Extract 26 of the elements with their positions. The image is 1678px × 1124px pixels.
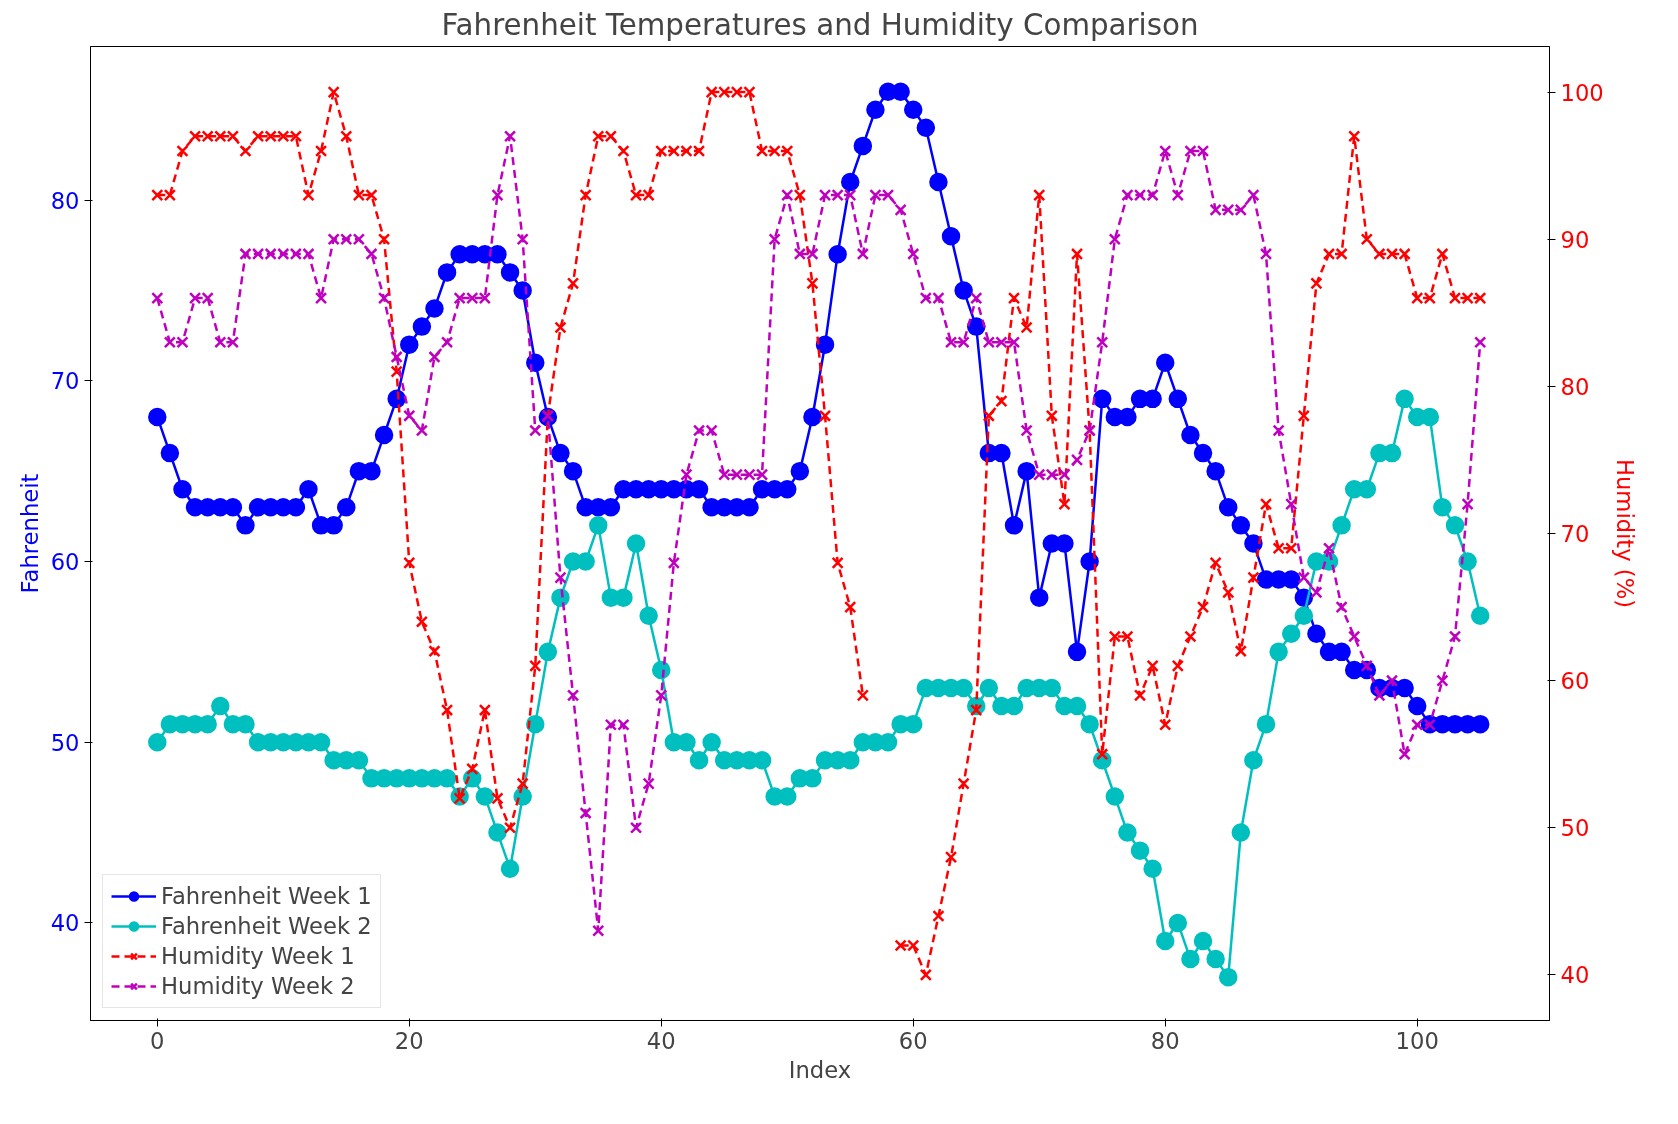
x-tick-label: 0 <box>150 1027 165 1054</box>
y-tick-label: 70 <box>50 368 80 395</box>
y2-tick-label: 40 <box>1560 962 1590 989</box>
y-axis-title: Fahrenheit <box>16 473 43 594</box>
y-tick-label: 40 <box>50 910 80 937</box>
legend-label: Humidity Week 1 <box>161 943 355 969</box>
y2-tick-label: 70 <box>1560 521 1590 547</box>
x-tick-label: 60 <box>898 1027 928 1054</box>
x-tick-label: 100 <box>1395 1027 1439 1054</box>
x-axis-title: Index <box>788 1056 852 1083</box>
y2-tick-label: 50 <box>1560 815 1590 842</box>
legend-label: Humidity Week 2 <box>161 973 355 999</box>
y2-tick-label: 60 <box>1560 668 1590 695</box>
y2-axis-title: Humidity (%) <box>1611 458 1638 609</box>
y-tick-label: 80 <box>50 187 80 214</box>
x-tick-label: 80 <box>1150 1027 1180 1054</box>
x-tick-label: 40 <box>646 1027 676 1054</box>
chart-title: Fahrenheit Temperatures and Humidity Comparison <box>441 7 1199 42</box>
y2-tick-label: 100 <box>1560 79 1604 106</box>
legend-label: Fahrenheit Week 2 <box>161 913 372 939</box>
y2-tick-label: 80 <box>1560 373 1590 400</box>
y-tick-label: 50 <box>50 729 80 756</box>
y-tick-label: 60 <box>50 549 80 576</box>
legend-label: Fahrenheit Week 1 <box>161 883 372 909</box>
y2-tick-label: 90 <box>1560 226 1590 253</box>
x-tick-label: 20 <box>394 1027 424 1054</box>
